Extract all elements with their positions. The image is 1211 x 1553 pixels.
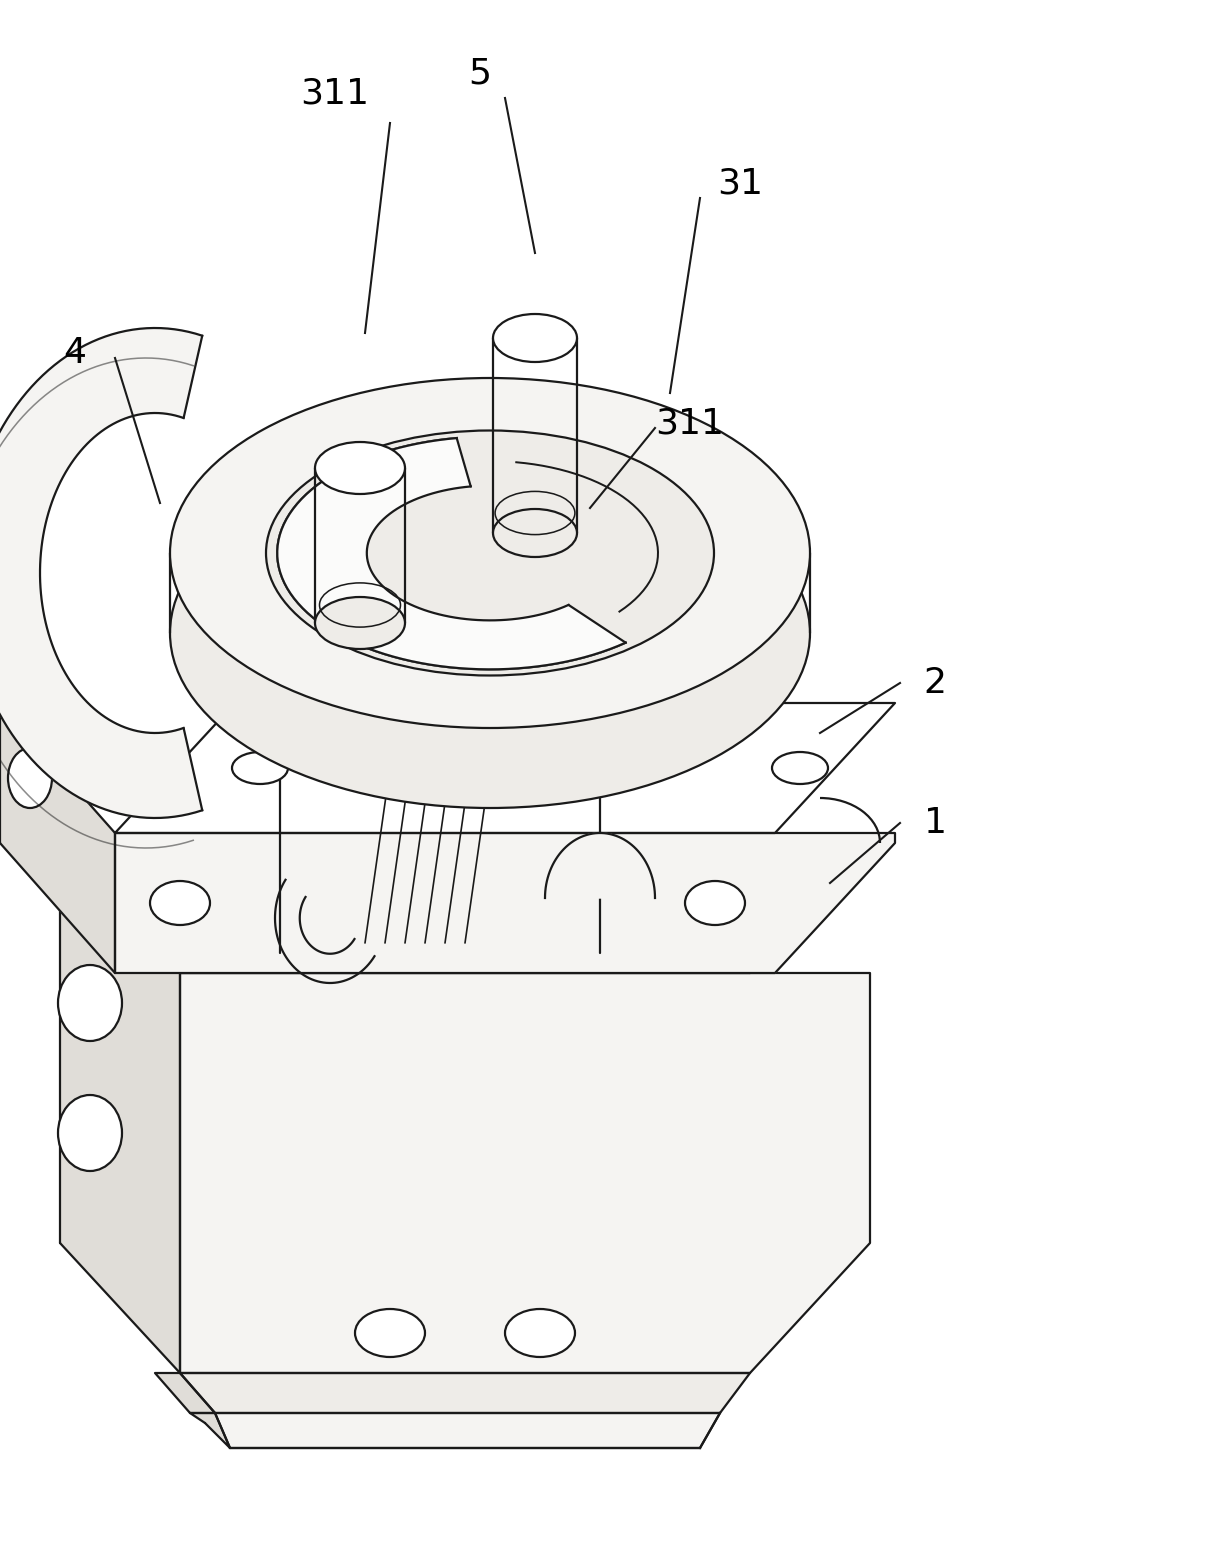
Polygon shape <box>155 1373 216 1413</box>
Ellipse shape <box>8 749 52 808</box>
Text: 311: 311 <box>655 405 724 439</box>
Polygon shape <box>115 832 895 974</box>
Ellipse shape <box>233 752 288 784</box>
Polygon shape <box>540 688 610 749</box>
Ellipse shape <box>493 509 576 558</box>
Ellipse shape <box>150 881 210 926</box>
Ellipse shape <box>505 1309 575 1357</box>
Text: 31: 31 <box>717 166 763 200</box>
Ellipse shape <box>315 596 404 649</box>
Text: 4: 4 <box>63 335 86 370</box>
Polygon shape <box>115 704 895 832</box>
Text: 1: 1 <box>924 806 947 840</box>
Polygon shape <box>180 974 869 1373</box>
Polygon shape <box>216 1413 721 1447</box>
Polygon shape <box>0 328 202 818</box>
Ellipse shape <box>266 430 714 676</box>
Text: 5: 5 <box>469 56 492 90</box>
Polygon shape <box>61 843 180 1373</box>
Polygon shape <box>180 843 869 974</box>
Polygon shape <box>0 704 115 974</box>
Ellipse shape <box>771 752 828 784</box>
Ellipse shape <box>58 964 122 1041</box>
Ellipse shape <box>355 1309 425 1357</box>
Ellipse shape <box>315 443 404 494</box>
Ellipse shape <box>58 1095 122 1171</box>
Polygon shape <box>380 688 450 749</box>
Polygon shape <box>180 1373 750 1413</box>
Ellipse shape <box>685 881 745 926</box>
Ellipse shape <box>493 314 576 362</box>
Polygon shape <box>277 438 626 669</box>
Polygon shape <box>190 1413 230 1447</box>
Polygon shape <box>545 832 655 898</box>
Text: 311: 311 <box>300 76 369 110</box>
Ellipse shape <box>170 377 810 728</box>
Ellipse shape <box>170 458 810 808</box>
Text: 2: 2 <box>924 666 947 700</box>
